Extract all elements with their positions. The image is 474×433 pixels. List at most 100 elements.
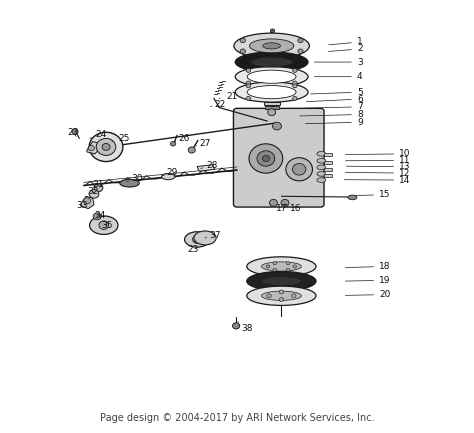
Ellipse shape — [262, 291, 301, 301]
Ellipse shape — [234, 33, 310, 58]
Ellipse shape — [235, 67, 308, 87]
Circle shape — [292, 81, 297, 85]
Polygon shape — [87, 142, 100, 154]
Bar — [264, 102, 280, 105]
Ellipse shape — [184, 232, 210, 247]
Text: 23: 23 — [187, 241, 199, 254]
Text: 23: 23 — [67, 128, 79, 137]
Text: 6: 6 — [306, 94, 363, 103]
Circle shape — [246, 81, 251, 85]
Circle shape — [266, 265, 270, 268]
Bar — [324, 174, 332, 178]
Text: 8: 8 — [300, 110, 363, 119]
Ellipse shape — [120, 179, 139, 187]
Circle shape — [262, 155, 269, 162]
Circle shape — [269, 199, 277, 206]
Circle shape — [268, 109, 275, 116]
Ellipse shape — [90, 216, 118, 234]
Ellipse shape — [247, 70, 296, 83]
Text: 2: 2 — [328, 45, 363, 53]
Text: 15: 15 — [356, 190, 391, 199]
Text: 24: 24 — [90, 130, 106, 139]
Ellipse shape — [247, 257, 316, 276]
Text: 17: 17 — [270, 204, 288, 213]
Circle shape — [83, 198, 91, 204]
Circle shape — [270, 29, 275, 33]
Bar — [324, 168, 332, 171]
Circle shape — [94, 184, 103, 192]
Text: 19: 19 — [346, 276, 391, 285]
Bar — [324, 153, 332, 156]
Text: 30: 30 — [127, 174, 143, 183]
Polygon shape — [81, 196, 94, 209]
Text: 10: 10 — [346, 149, 410, 158]
Text: 33: 33 — [76, 201, 88, 210]
Text: 14: 14 — [344, 175, 410, 184]
Circle shape — [292, 97, 297, 100]
Ellipse shape — [194, 231, 216, 245]
Text: 9: 9 — [305, 118, 363, 127]
Circle shape — [192, 236, 201, 243]
Ellipse shape — [247, 86, 296, 99]
Circle shape — [93, 213, 101, 220]
Circle shape — [298, 49, 303, 54]
Text: 21: 21 — [219, 92, 237, 101]
Text: 16: 16 — [285, 204, 302, 213]
Circle shape — [292, 164, 306, 175]
Circle shape — [273, 268, 276, 271]
Circle shape — [267, 294, 271, 298]
Text: 26: 26 — [175, 134, 190, 143]
Ellipse shape — [249, 39, 294, 53]
Circle shape — [286, 268, 290, 271]
Text: 13: 13 — [346, 162, 410, 171]
Text: 4: 4 — [314, 72, 363, 81]
Text: Page design © 2004-2017 by ARI Network Services, Inc.: Page design © 2004-2017 by ARI Network S… — [100, 414, 374, 423]
Circle shape — [246, 84, 251, 88]
Circle shape — [257, 151, 275, 166]
Circle shape — [293, 265, 297, 268]
Ellipse shape — [317, 152, 326, 156]
Circle shape — [72, 129, 78, 134]
Circle shape — [89, 190, 99, 198]
Text: 27: 27 — [195, 139, 210, 148]
Ellipse shape — [235, 82, 308, 102]
Text: 1: 1 — [328, 38, 363, 46]
Circle shape — [273, 122, 282, 130]
Circle shape — [281, 199, 289, 206]
Text: 35: 35 — [101, 221, 113, 229]
Ellipse shape — [247, 286, 316, 305]
Text: 3: 3 — [314, 58, 363, 67]
Text: 20: 20 — [346, 290, 391, 299]
Ellipse shape — [348, 195, 357, 200]
Circle shape — [89, 132, 123, 162]
Text: 28: 28 — [201, 161, 217, 170]
Text: 38: 38 — [238, 322, 253, 333]
Text: 7: 7 — [302, 102, 363, 111]
Text: 25: 25 — [112, 134, 129, 143]
Circle shape — [88, 145, 94, 151]
Circle shape — [102, 143, 110, 150]
Circle shape — [292, 84, 297, 88]
Ellipse shape — [262, 277, 301, 286]
Ellipse shape — [247, 271, 316, 291]
Ellipse shape — [317, 165, 326, 170]
Circle shape — [286, 262, 290, 265]
Ellipse shape — [235, 52, 308, 72]
Circle shape — [298, 38, 303, 43]
Text: 32: 32 — [87, 187, 98, 196]
Circle shape — [292, 294, 296, 298]
Circle shape — [99, 221, 109, 229]
Circle shape — [240, 49, 246, 54]
Bar — [264, 107, 279, 109]
Circle shape — [249, 144, 283, 173]
Circle shape — [246, 68, 251, 72]
FancyBboxPatch shape — [234, 108, 324, 207]
Circle shape — [188, 147, 195, 153]
Text: 31: 31 — [93, 180, 104, 189]
Text: 12: 12 — [346, 168, 410, 178]
Text: 22: 22 — [210, 100, 226, 109]
Circle shape — [279, 290, 283, 294]
Circle shape — [240, 38, 246, 43]
Text: 11: 11 — [346, 156, 410, 165]
Ellipse shape — [317, 158, 326, 163]
